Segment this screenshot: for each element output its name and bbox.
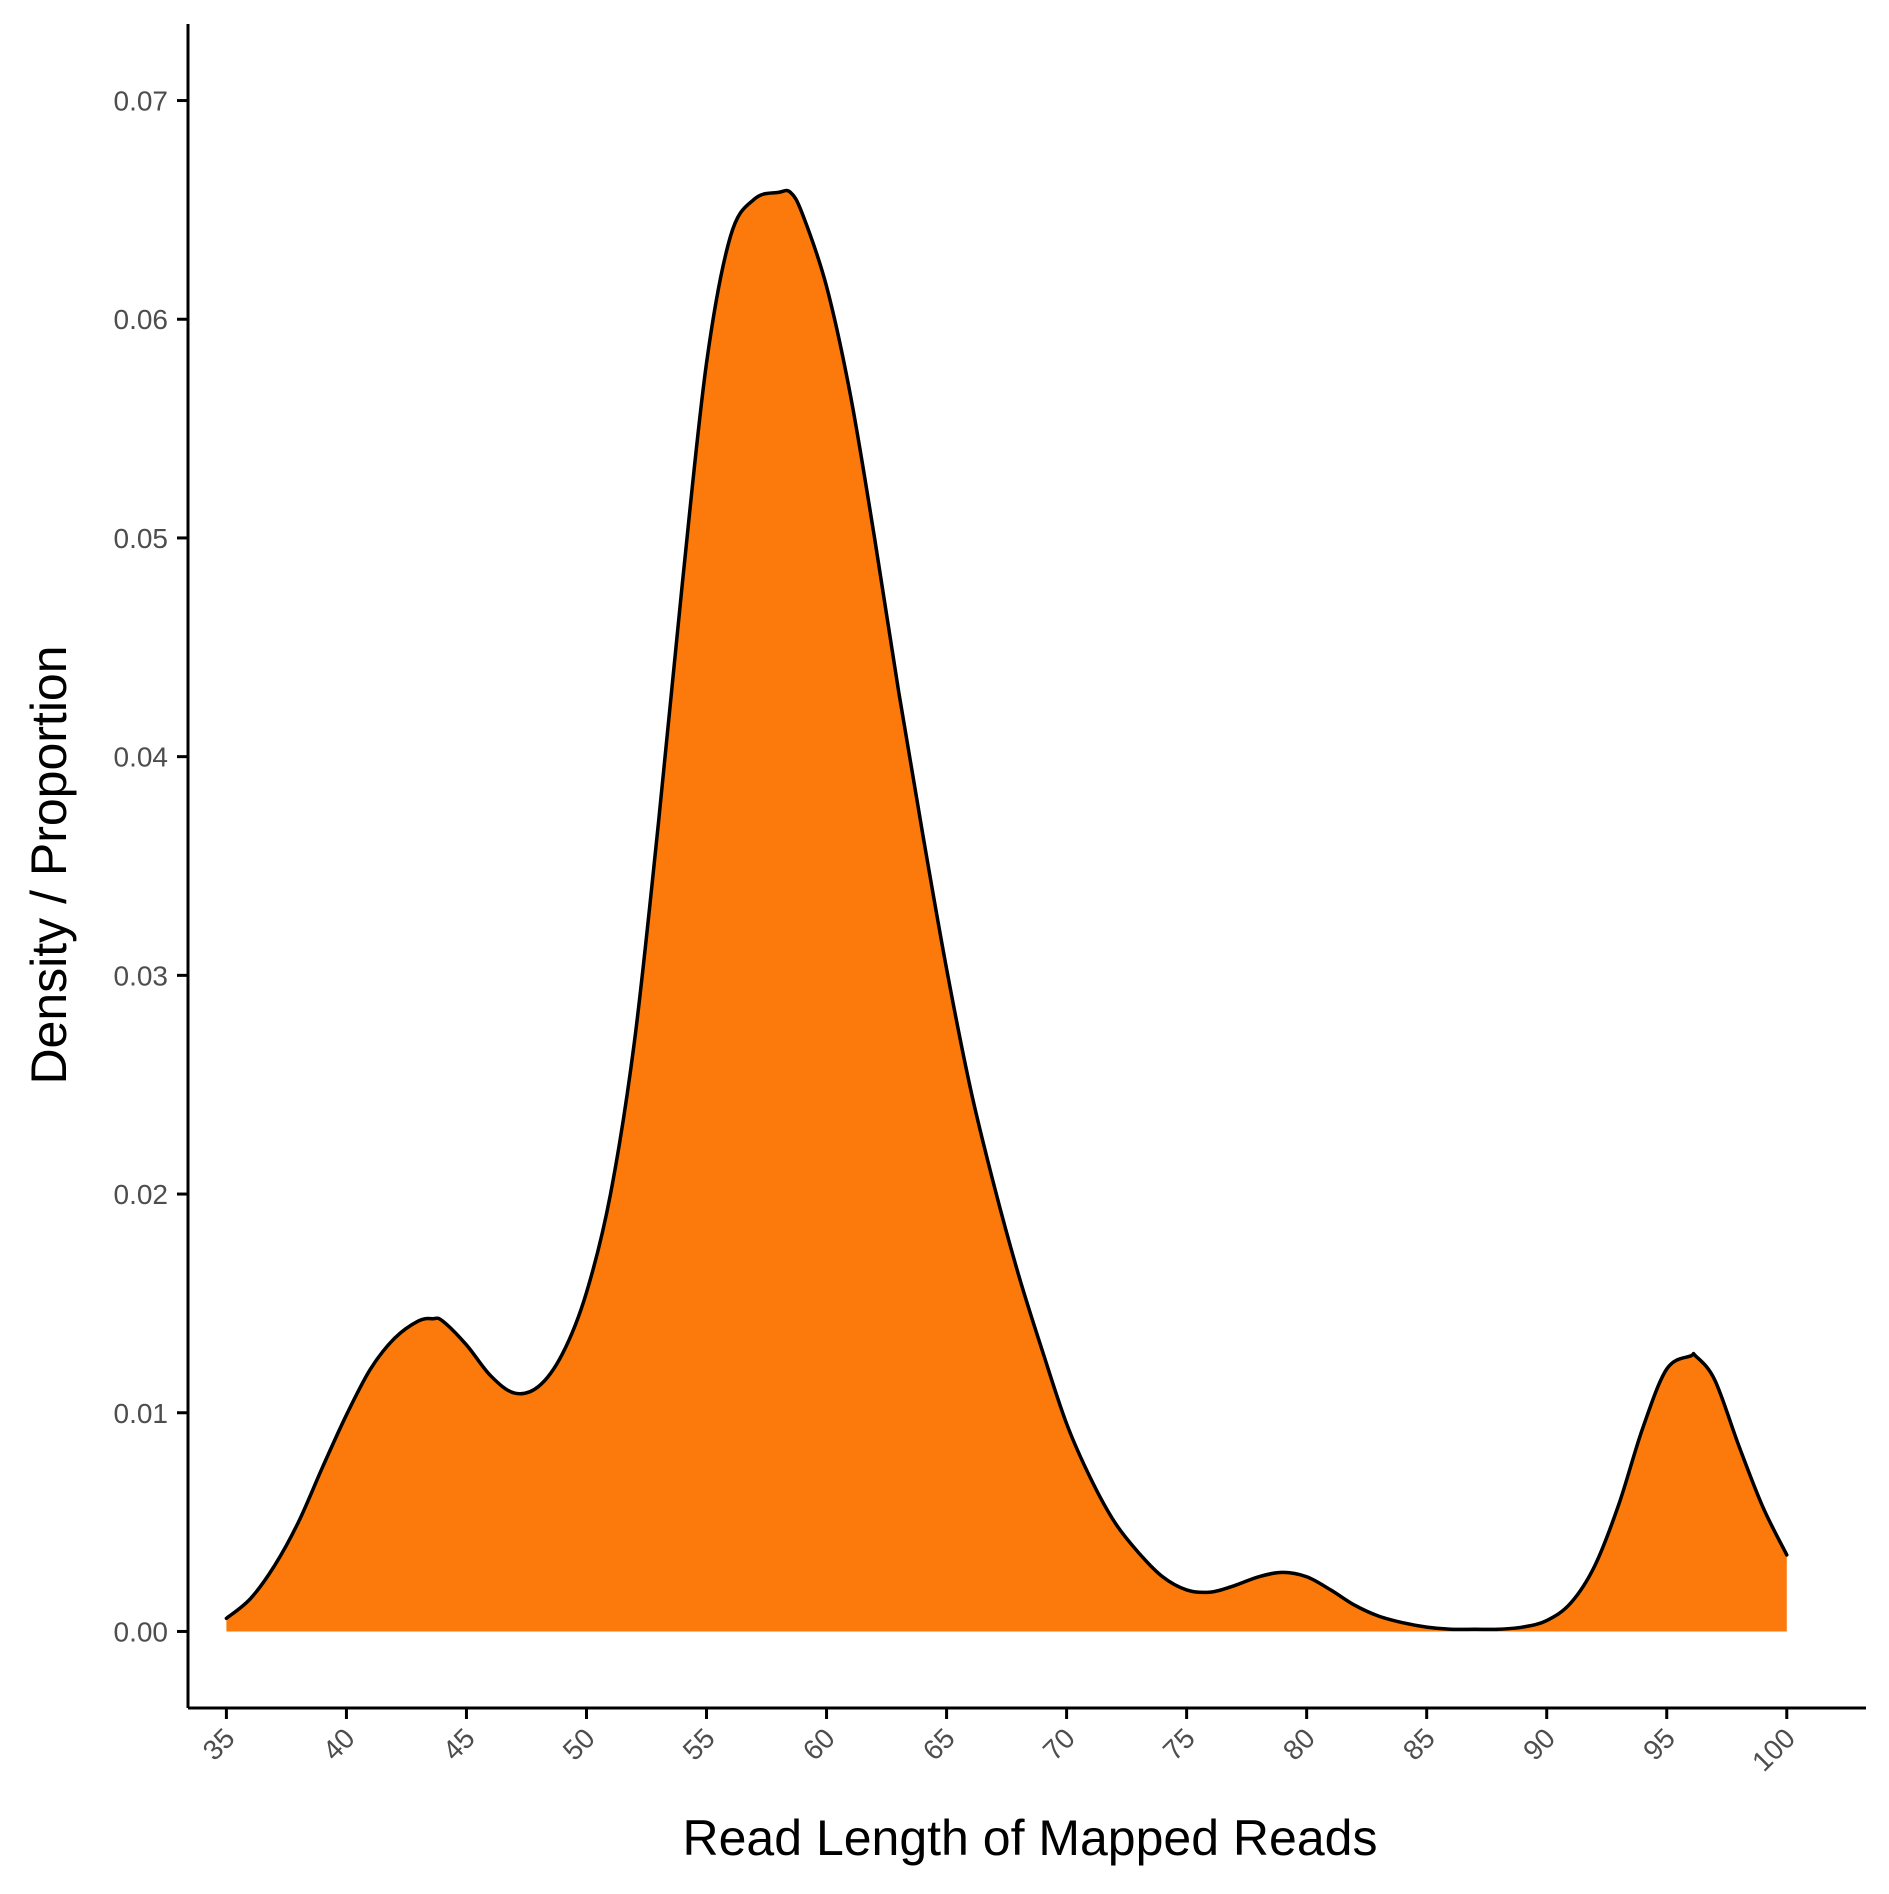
y-tick-label: 0.05 <box>114 523 169 554</box>
y-tick-label: 0.07 <box>114 86 169 117</box>
y-axis-title: Density / Proportion <box>21 645 77 1084</box>
y-axis: 0.00 0.01 0.02 0.03 0.04 0.05 0.06 0.07 <box>114 24 190 1708</box>
y-tick-label: 0.04 <box>114 742 169 773</box>
y-tick-label: 0.00 <box>114 1616 169 1647</box>
density-area <box>226 190 1787 1632</box>
y-tick-label: 0.02 <box>114 1179 169 1210</box>
y-tick-label: 0.03 <box>114 960 169 991</box>
y-tick-label: 0.06 <box>114 304 169 335</box>
y-tick-label: 0.01 <box>114 1398 169 1429</box>
x-axis-title: Read Length of Mapped Reads <box>683 1810 1378 1866</box>
density-line <box>224 188 1789 1632</box>
plot-area <box>224 188 1789 1632</box>
